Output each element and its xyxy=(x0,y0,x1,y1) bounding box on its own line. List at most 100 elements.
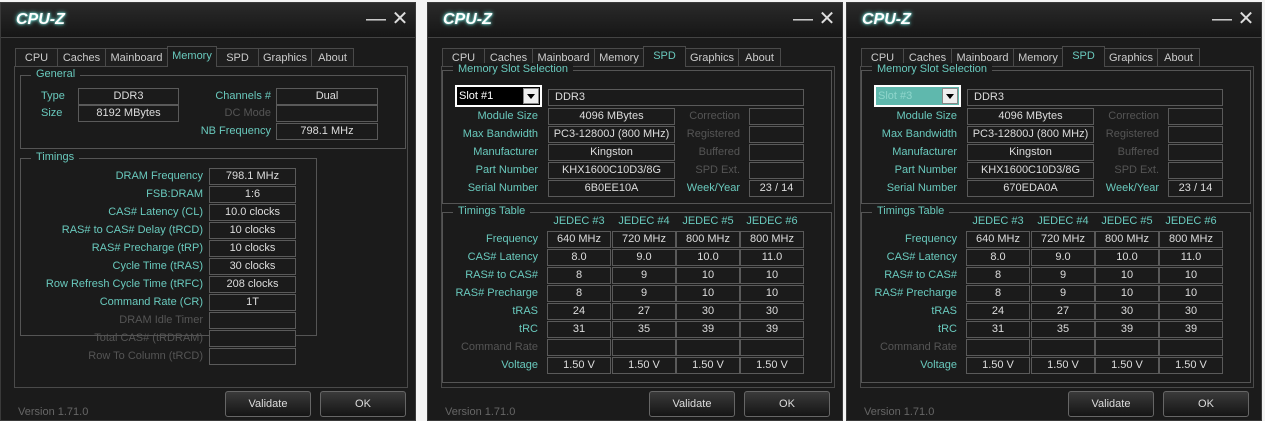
tab-spd[interactable]: SPD xyxy=(643,46,686,67)
tab-caches[interactable]: Caches xyxy=(57,48,106,66)
tab-graphics[interactable]: Graphics xyxy=(1104,48,1158,66)
timing-row-label: Voltage xyxy=(501,359,538,371)
ok-button[interactable]: OK xyxy=(744,391,830,417)
ok-button[interactable]: OK xyxy=(1163,391,1249,417)
slot-info-label: Manufacturer xyxy=(473,146,538,158)
minimize-icon: — xyxy=(1212,8,1232,30)
jedec-column-header: JEDEC #5 xyxy=(1101,215,1153,227)
timing-label: DRAM Idle Timer xyxy=(119,314,203,326)
slot-info-label: Serial Number xyxy=(886,182,957,194)
timing-cell: 10 xyxy=(1095,267,1159,284)
timing-cell: 39 xyxy=(676,321,740,338)
timing-cell: 8 xyxy=(547,267,611,284)
ok-button[interactable]: OK xyxy=(320,391,406,417)
minimize-button[interactable]: — xyxy=(365,8,387,30)
slot-select[interactable]: Slot #3 xyxy=(874,85,961,107)
tab-caches[interactable]: Caches xyxy=(903,48,952,66)
slot-extra-label: Week/Year xyxy=(1105,182,1159,194)
tab-about[interactable]: About xyxy=(1157,48,1200,66)
timing-cell xyxy=(740,339,804,356)
tab-spd[interactable]: SPD xyxy=(216,48,259,66)
timing-cell: 11.0 xyxy=(740,249,804,266)
timing-row-label: tRC xyxy=(519,323,538,335)
timing-row-label: RAS# Precharge xyxy=(455,287,538,299)
jedec-column-header: JEDEC #3 xyxy=(972,215,1024,227)
slot-extra-label: Correction xyxy=(1108,110,1159,122)
validate-button[interactable]: Validate xyxy=(649,391,735,417)
general-label: General xyxy=(31,68,81,80)
close-button[interactable]: ✕ xyxy=(1235,8,1257,30)
timing-row-label: Voltage xyxy=(920,359,957,371)
timing-row-label: Frequency xyxy=(905,233,957,245)
tab-cpu[interactable]: CPU xyxy=(15,48,58,66)
timing-cell: 800 MHz xyxy=(676,231,740,248)
timing-cell: 35 xyxy=(1031,321,1095,338)
slot-extra-value: 23 / 14 xyxy=(1168,180,1223,197)
tab-mainboard[interactable]: Mainboard xyxy=(105,48,168,66)
slot-extra-value: 23 / 14 xyxy=(749,180,804,197)
tab-about[interactable]: About xyxy=(738,48,781,66)
timings-label: Timings xyxy=(31,151,80,163)
timing-row-label: tRAS xyxy=(931,305,957,317)
minimize-button[interactable]: — xyxy=(792,8,814,30)
timing-label: DRAM Frequency xyxy=(115,170,203,182)
jedec-column-header: JEDEC #4 xyxy=(618,215,670,227)
chevron-down-icon[interactable] xyxy=(942,88,958,104)
timing-cell: 30 xyxy=(740,303,804,320)
timing-value: 1T xyxy=(209,294,296,311)
title-bar[interactable]: CPU-Z — ✕ xyxy=(847,3,1261,38)
slot-extra-label: Buffered xyxy=(1117,146,1159,158)
minimize-icon: — xyxy=(366,8,386,30)
timing-cell: 9 xyxy=(1031,267,1095,284)
timing-label: CAS# Latency (CL) xyxy=(108,206,203,218)
timing-label: RAS# Precharge (tRP) xyxy=(91,242,203,254)
slot-select[interactable]: Slot #1 xyxy=(455,85,542,107)
type-value: DDR3 xyxy=(78,88,179,105)
close-icon: ✕ xyxy=(391,8,409,30)
tab-memory[interactable]: Memory xyxy=(594,48,644,66)
slot-info-label: Part Number xyxy=(894,164,957,176)
timing-cell: 10 xyxy=(1095,285,1159,302)
tab-caches[interactable]: Caches xyxy=(484,48,533,66)
timing-cell: 8.0 xyxy=(547,249,611,266)
timing-cell: 30 xyxy=(1095,303,1159,320)
chevron-down-icon[interactable] xyxy=(523,88,539,104)
slot-select-value: Slot #3 xyxy=(878,90,913,102)
slot-extra-value xyxy=(1168,108,1223,125)
tab-memory[interactable]: Memory xyxy=(167,46,217,67)
tab-memory[interactable]: Memory xyxy=(1013,48,1063,66)
slot-info-value: 4096 MBytes xyxy=(548,108,675,125)
app-title: CPU-Z xyxy=(16,11,65,28)
tab-cpu[interactable]: CPU xyxy=(442,48,485,66)
tab-spd[interactable]: SPD xyxy=(1062,46,1105,67)
slot-extra-value xyxy=(749,126,804,143)
tab-about[interactable]: About xyxy=(311,48,354,66)
timing-cell: 800 MHz xyxy=(1095,231,1159,248)
nb-frequency-label: NB Frequency xyxy=(200,125,271,137)
timing-label: Cycle Time (tRAS) xyxy=(112,260,203,272)
timing-label: RAS# to CAS# Delay (tRCD) xyxy=(61,224,203,236)
close-button[interactable]: ✕ xyxy=(816,8,838,30)
slot-extra-label: Registered xyxy=(686,128,740,140)
slot-info-label: Manufacturer xyxy=(892,146,957,158)
slot-extra-value xyxy=(749,144,804,161)
slot-info-label: Module Size xyxy=(896,110,957,122)
validate-button[interactable]: Validate xyxy=(1068,391,1154,417)
minimize-button[interactable]: — xyxy=(1211,8,1233,30)
tab-graphics[interactable]: Graphics xyxy=(258,48,312,66)
title-bar[interactable]: CPU-Z — ✕ xyxy=(1,3,415,38)
timing-cell: 9 xyxy=(612,285,676,302)
close-button[interactable]: ✕ xyxy=(389,8,411,30)
timing-cell: 1.50 V xyxy=(966,357,1030,374)
tab-mainboard[interactable]: Mainboard xyxy=(532,48,595,66)
validate-button[interactable]: Validate xyxy=(225,391,311,417)
tab-graphics[interactable]: Graphics xyxy=(685,48,739,66)
timing-cell: 8 xyxy=(966,267,1030,284)
timing-cell: 720 MHz xyxy=(612,231,676,248)
slot-extra-label: Registered xyxy=(1105,128,1159,140)
title-bar[interactable]: CPU-Z — ✕ xyxy=(428,3,842,38)
app-title: CPU-Z xyxy=(862,11,911,28)
cpuz-window: CPU-Z — ✕ CPU Caches Mainboard Memory SPD Graphi… xyxy=(427,2,843,421)
tab-cpu[interactable]: CPU xyxy=(861,48,904,66)
size-label: Size xyxy=(41,107,63,119)
